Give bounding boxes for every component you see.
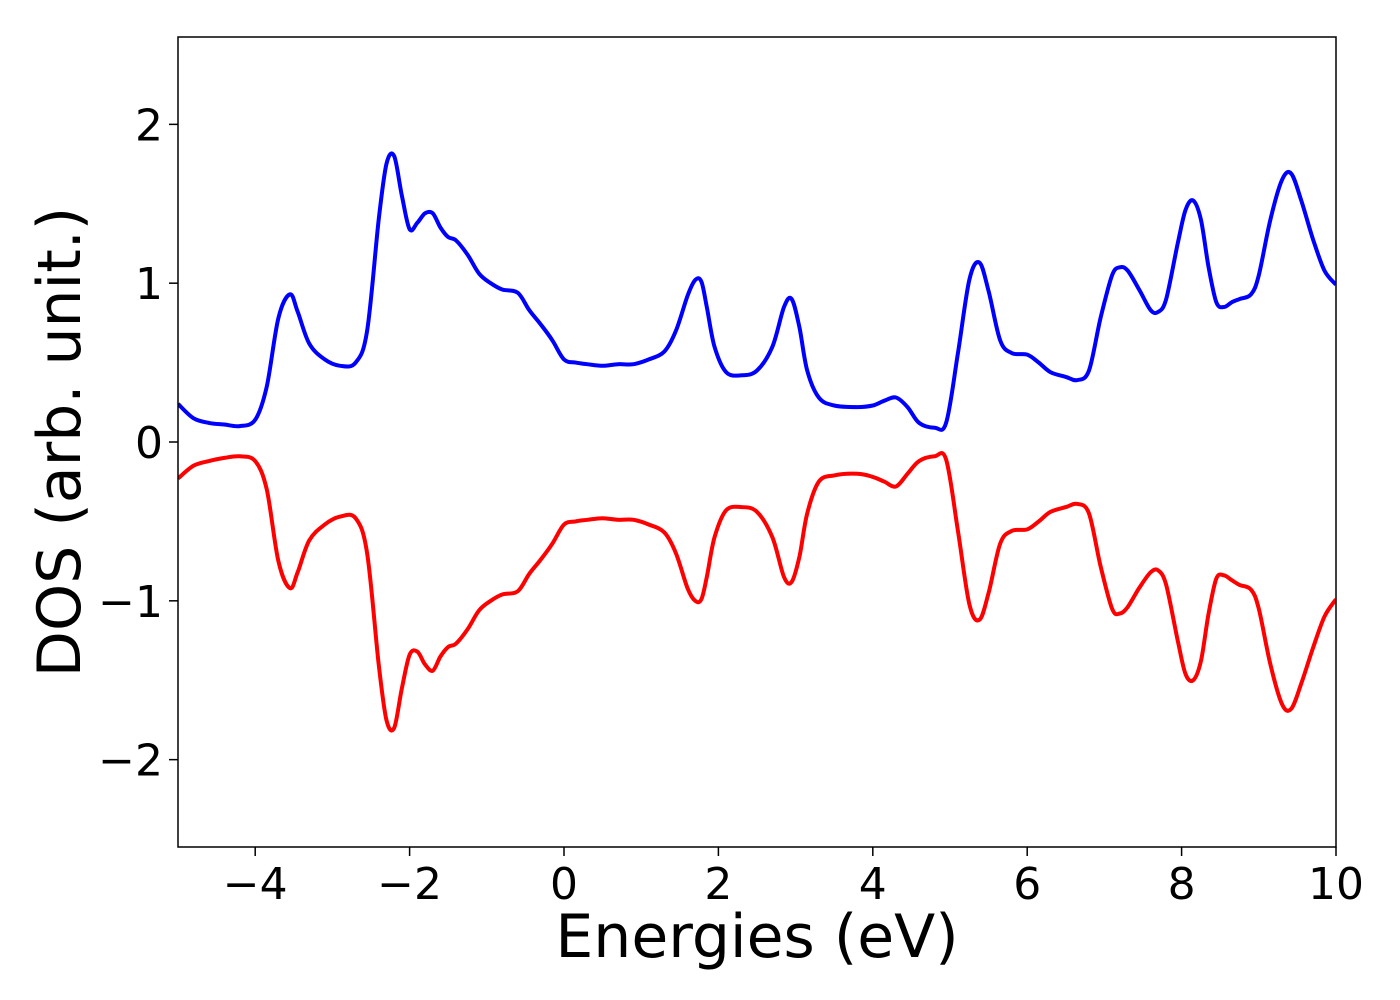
y-tick-label: −2 [98, 736, 163, 787]
series-line-spin-down [178, 451, 1336, 733]
y-tick-label: −1 [98, 577, 163, 628]
series-layer [178, 151, 1336, 733]
x-tick-label: −2 [377, 859, 442, 910]
x-tick-label: 6 [1013, 859, 1041, 910]
series-line-spin-up [178, 151, 1336, 432]
x-tick-label: 8 [1168, 859, 1196, 910]
plot-frame [177, 36, 1337, 848]
x-axis-label: Energies (eV) [555, 902, 958, 972]
x-tick-label: 2 [704, 859, 732, 910]
y-tick-label: 2 [135, 100, 163, 151]
x-tick-label: 10 [1308, 859, 1364, 910]
y-tick-label: 1 [135, 259, 163, 310]
x-tick-label: −4 [223, 859, 288, 910]
y-axis-label: DOS (arb. unit.) [25, 207, 95, 677]
x-tick-label: 0 [550, 859, 578, 910]
y-tick-label: 0 [135, 418, 163, 469]
x-tick-label: 4 [859, 859, 887, 910]
